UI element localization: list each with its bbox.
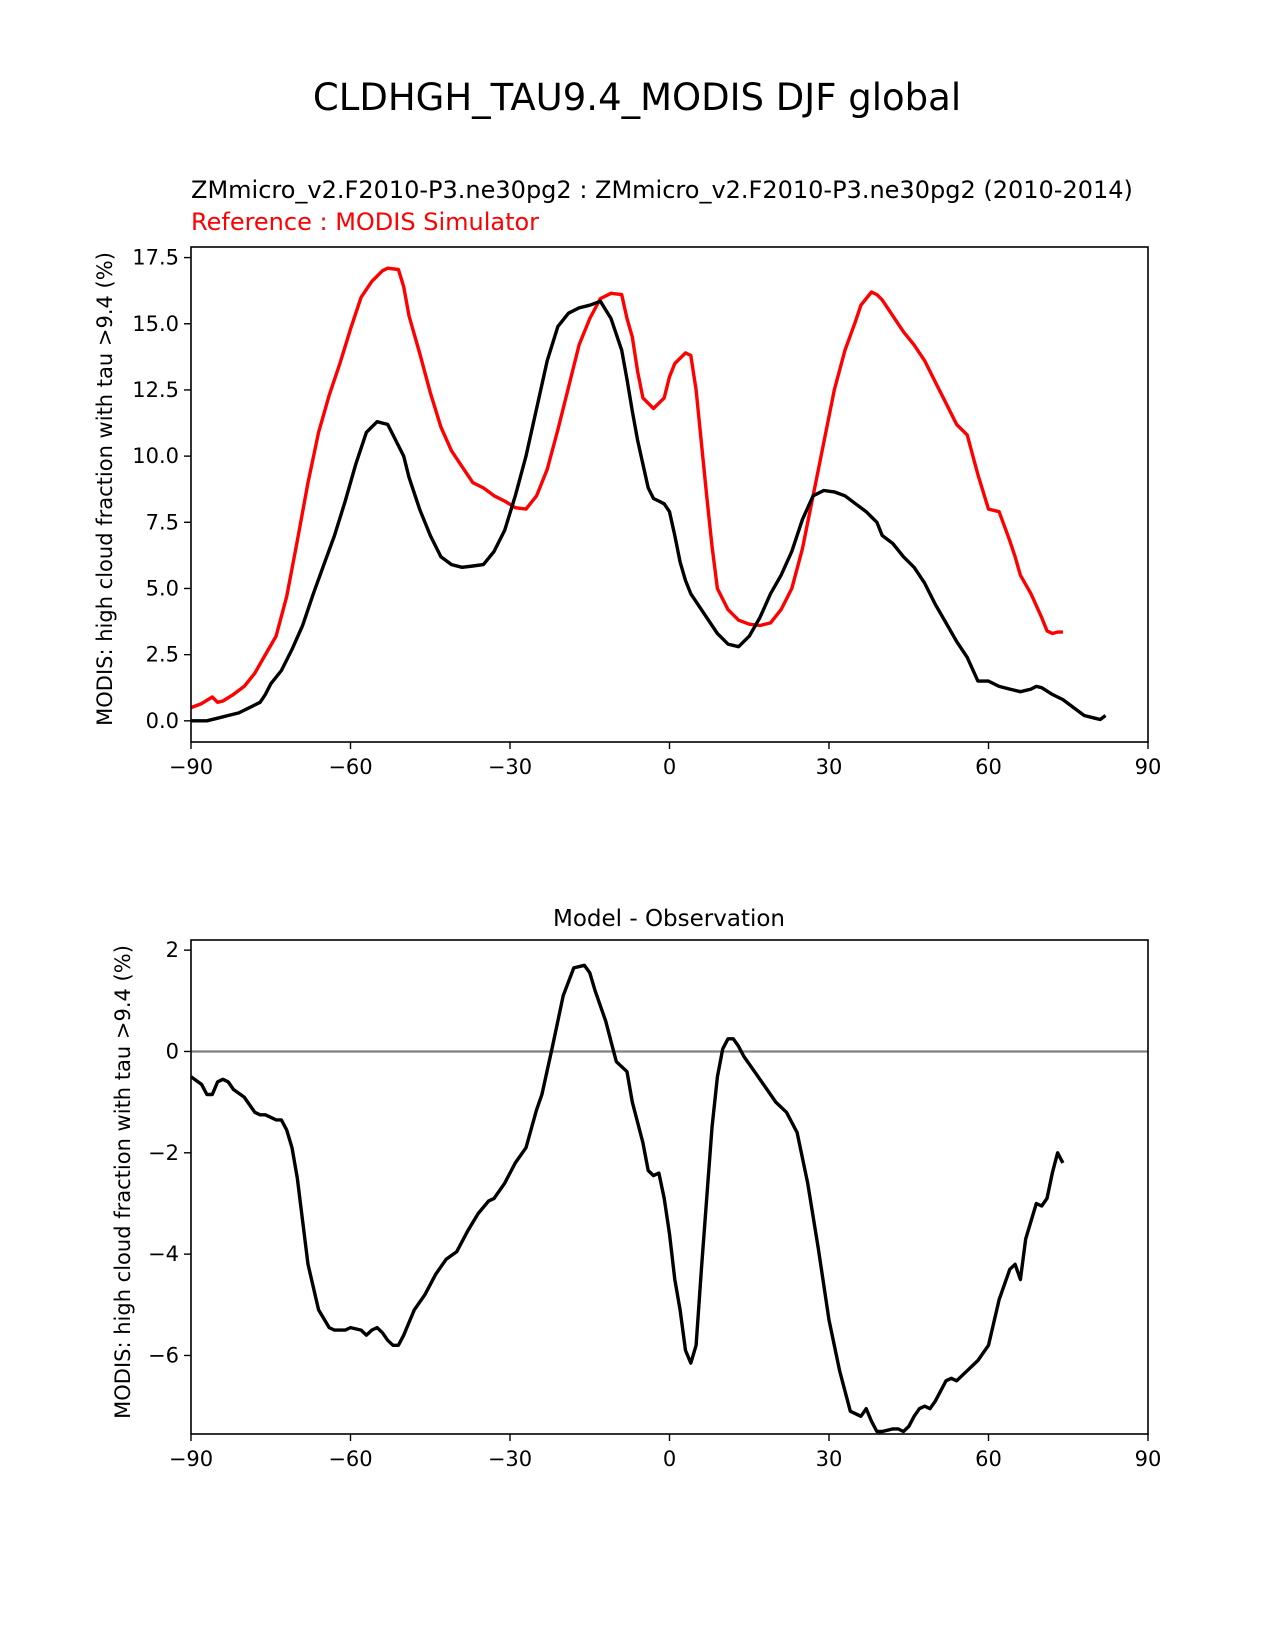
x-tick-label: 0 <box>663 1447 676 1471</box>
y-tick-label: −4 <box>148 1242 179 1266</box>
y-tick-label: 2 <box>166 938 179 962</box>
y-tick-label: −6 <box>148 1343 179 1367</box>
panel-title-test: ZMmicro_v2.F2010-P3.ne30pg2 : ZMmicro_v2… <box>191 176 1133 204</box>
plot-area <box>190 266 1107 723</box>
x-tick-label: 30 <box>816 755 843 779</box>
y-tick-label: 10.0 <box>132 444 179 468</box>
axes-frame <box>190 939 1149 1435</box>
figure-title: CLDHGH_TAU9.4_MODIS DJF global <box>313 76 961 119</box>
y-axis-label: MODIS: high cloud fraction with tau >9.4… <box>93 252 117 726</box>
x-tick-label: 30 <box>816 1447 843 1471</box>
x-tick-label: 0 <box>663 755 676 779</box>
model-series-line <box>191 299 1107 723</box>
y-tick-label: 7.5 <box>146 510 179 534</box>
axes-frame <box>190 246 1149 743</box>
y-tick-label: 15.0 <box>132 312 179 336</box>
x-ticks: −90 −60 −30 0 30 60 90 <box>169 742 1162 779</box>
y-tick-label: 0.0 <box>146 709 179 733</box>
x-tick-label: −30 <box>488 1447 532 1471</box>
y-ticks: 0.0 2.5 5.0 7.5 10.0 12.5 15.0 17.5 <box>132 246 191 733</box>
x-tick-label: −90 <box>169 755 213 779</box>
x-ticks: −90 −60 −30 0 30 60 90 <box>169 1434 1162 1471</box>
x-tick-label: −90 <box>169 1447 213 1471</box>
x-tick-label: −60 <box>328 1447 372 1471</box>
y-tick-label: 5.0 <box>146 576 179 600</box>
y-tick-label: 2.5 <box>146 643 179 667</box>
x-tick-label: 90 <box>1135 1447 1162 1471</box>
x-tick-label: 60 <box>975 755 1002 779</box>
difference-series-line <box>190 963 1065 1434</box>
y-ticks: −6 −4 −2 0 2 <box>148 938 191 1367</box>
panel-title-reference: Reference : MODIS Simulator <box>191 208 539 236</box>
x-tick-label: 60 <box>975 1447 1002 1471</box>
plot-area <box>190 963 1148 1434</box>
y-tick-label: −2 <box>148 1141 179 1165</box>
y-tick-label: 0 <box>166 1039 179 1063</box>
x-tick-label: 90 <box>1135 755 1162 779</box>
panel-title-difference: Model - Observation <box>553 906 785 932</box>
y-tick-label: 12.5 <box>132 378 179 402</box>
reference-series-line <box>190 266 1063 710</box>
x-tick-label: −30 <box>488 755 532 779</box>
panel-zonal-mean: ZMmicro_v2.F2010-P3.ne30pg2 : ZMmicro_v2… <box>93 176 1161 779</box>
x-tick-label: −60 <box>328 755 372 779</box>
y-axis-label: MODIS: high cloud fraction with tau >9.4… <box>111 945 135 1419</box>
y-tick-label: 17.5 <box>132 246 179 270</box>
panel-difference: Model - Observation MODIS: high cloud fr… <box>111 906 1161 1471</box>
